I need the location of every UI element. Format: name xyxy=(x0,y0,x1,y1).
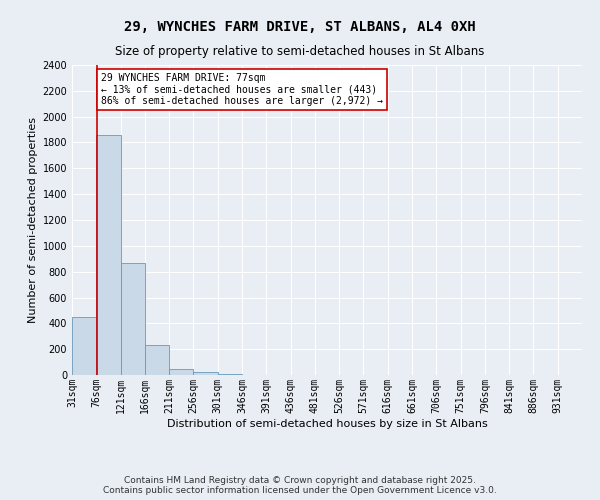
Text: Size of property relative to semi-detached houses in St Albans: Size of property relative to semi-detach… xyxy=(115,45,485,58)
Bar xyxy=(193,372,218,375)
Bar xyxy=(145,344,169,375)
Text: 29 WYNCHES FARM DRIVE: 77sqm
← 13% of semi-detached houses are smaller (443)
86%: 29 WYNCHES FARM DRIVE: 77sqm ← 13% of se… xyxy=(101,72,383,106)
Text: 29, WYNCHES FARM DRIVE, ST ALBANS, AL4 0XH: 29, WYNCHES FARM DRIVE, ST ALBANS, AL4 0… xyxy=(124,20,476,34)
Bar xyxy=(121,262,145,375)
Bar xyxy=(96,134,121,375)
Bar xyxy=(72,317,96,375)
Bar xyxy=(218,374,242,375)
Text: Contains HM Land Registry data © Crown copyright and database right 2025.
Contai: Contains HM Land Registry data © Crown c… xyxy=(103,476,497,495)
X-axis label: Distribution of semi-detached houses by size in St Albans: Distribution of semi-detached houses by … xyxy=(167,418,487,428)
Y-axis label: Number of semi-detached properties: Number of semi-detached properties xyxy=(28,117,38,323)
Bar xyxy=(169,368,193,375)
